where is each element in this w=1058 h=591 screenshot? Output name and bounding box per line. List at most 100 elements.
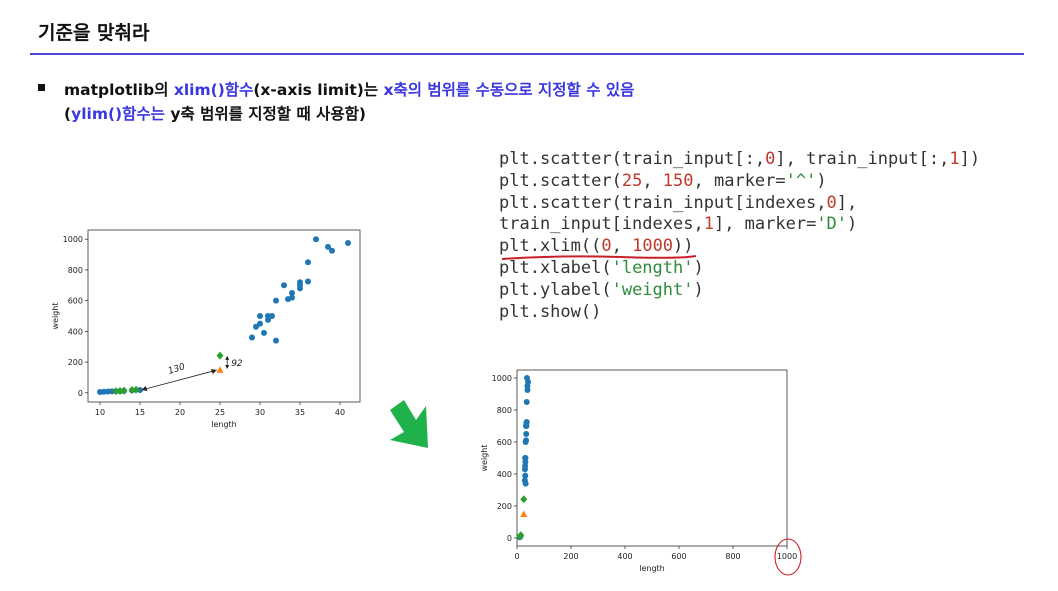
code-token: 0 bbox=[601, 236, 612, 257]
code-token: )) bbox=[673, 236, 694, 257]
y-tick-label: 600 bbox=[497, 438, 512, 447]
x-tick-label: 200 bbox=[563, 552, 578, 561]
data-point-diamond bbox=[128, 386, 136, 395]
code-line-6: plt.xlabel('length') bbox=[499, 258, 704, 278]
data-point-circle bbox=[325, 243, 331, 250]
y-tick-label: 200 bbox=[68, 358, 83, 367]
code-token: , bbox=[611, 236, 633, 257]
data-point-circle bbox=[273, 297, 279, 304]
data-point-circle bbox=[313, 236, 319, 243]
data-point-circle bbox=[522, 455, 529, 461]
x-tick-label: 25 bbox=[215, 408, 225, 417]
x-tick-label: 800 bbox=[725, 552, 740, 561]
code-token: , marker= bbox=[693, 170, 786, 191]
data-point-circle bbox=[523, 399, 530, 405]
line1-range-highlight: x축의 범위를 수동으로 지정할 수 있음 bbox=[383, 81, 635, 99]
code-token: 1 bbox=[703, 214, 714, 235]
x-axis-label: length bbox=[639, 564, 665, 573]
data-point-circle bbox=[525, 379, 532, 385]
code-line-7: plt.ylabel('weight') bbox=[499, 280, 704, 300]
code-token: 'length' bbox=[611, 257, 694, 278]
code-token: ) bbox=[693, 279, 704, 300]
data-point-circle bbox=[523, 419, 530, 425]
y-tick-label: 0 bbox=[78, 389, 83, 398]
data-point-diamond bbox=[216, 351, 224, 360]
x-tick-label: 35 bbox=[295, 408, 305, 417]
x-axis-label: length bbox=[211, 420, 237, 429]
x-tick-label: 10 bbox=[95, 408, 105, 417]
data-point-circle bbox=[137, 387, 143, 394]
line2-part1: ( bbox=[64, 105, 72, 123]
data-point-circle bbox=[257, 313, 263, 319]
y-tick-label: 800 bbox=[68, 266, 83, 275]
code-token: 25 bbox=[621, 170, 643, 191]
data-point-circle bbox=[297, 285, 303, 292]
data-point-circle bbox=[289, 289, 295, 296]
code-line-5: plt.xlim((0, 1000)) bbox=[499, 236, 694, 256]
data-point-diamond bbox=[112, 387, 120, 396]
data-point-circle bbox=[281, 282, 287, 289]
code-token: plt.scatter(train_input[indexes, bbox=[499, 192, 827, 213]
code-token: ], bbox=[836, 192, 858, 213]
y-tick-label: 1000 bbox=[492, 374, 512, 383]
x-tick-label: 30 bbox=[255, 408, 265, 417]
code-token: ) bbox=[847, 214, 858, 235]
scatter-chart-after-xlim: 0 200 400 600 800 1000 0 200 400 600 800 1000 length… bbox=[480, 369, 802, 576]
data-point-circle bbox=[305, 278, 311, 285]
code-block: plt.scatter(train_input[:,0], train_inpu… bbox=[499, 149, 980, 323]
code-token: , bbox=[642, 170, 663, 191]
slide-title: 기준을 맞춰라 bbox=[38, 22, 150, 44]
x-tick-label: 40 bbox=[335, 408, 345, 417]
x-tick-label: 1000 bbox=[777, 552, 797, 561]
code-token: 1 bbox=[949, 149, 960, 169]
line1-part1: matplotlib의 bbox=[64, 81, 174, 99]
data-point-diamond bbox=[132, 385, 140, 394]
arrowhead-icon bbox=[141, 386, 148, 392]
code-token: plt.scatter( bbox=[499, 170, 622, 191]
line1-part3: (x-axis limit)는 bbox=[253, 81, 384, 99]
data-point-circle bbox=[261, 329, 267, 336]
transition-arrow-icon bbox=[390, 400, 428, 448]
code-line-1: plt.scatter(train_input[:,0], train_inpu… bbox=[499, 149, 980, 169]
code-line-3: plt.scatter(train_input[indexes,0], bbox=[499, 193, 857, 213]
data-point-diamond bbox=[120, 386, 128, 395]
arrowhead-icon bbox=[225, 364, 230, 369]
code-token: ) bbox=[693, 257, 704, 278]
data-point-circle bbox=[305, 259, 311, 266]
code-token: 0 bbox=[826, 192, 837, 213]
code-token: 0 bbox=[765, 149, 776, 169]
code-token: ], marker= bbox=[713, 214, 817, 235]
y-tick-label: 800 bbox=[497, 406, 512, 415]
code-token: train_input[indexes, bbox=[499, 214, 704, 235]
data-point-circle bbox=[523, 437, 530, 444]
code-token: 'D' bbox=[816, 214, 848, 235]
highlight-circle-annotation bbox=[774, 538, 802, 576]
description-line-2: (ylim()함수는 y축 범위를 지정할 때 사용함) bbox=[64, 102, 366, 124]
line2-part3: y축 범위를 지정할 때 사용함) bbox=[164, 105, 366, 123]
data-point-triangle bbox=[520, 510, 528, 517]
data-point-diamond bbox=[116, 386, 124, 395]
code-token: '^' bbox=[785, 170, 817, 191]
arrowhead-icon bbox=[210, 369, 217, 375]
code-token: 1000 bbox=[632, 236, 674, 257]
data-point-circle bbox=[249, 334, 255, 341]
y-tick-label: 200 bbox=[497, 502, 512, 511]
code-token: plt.xlim(( bbox=[499, 236, 602, 257]
y-tick-label: 400 bbox=[68, 327, 83, 336]
code-line-8: plt.show() bbox=[499, 301, 602, 322]
code-line-4: train_input[indexes,1], marker='D') bbox=[499, 214, 857, 234]
y-tick-label: 0 bbox=[507, 534, 512, 543]
x-tick-label: 600 bbox=[671, 552, 686, 561]
xlim-underline-annotation bbox=[501, 255, 697, 260]
title-divider bbox=[30, 53, 1024, 55]
data-point-triangle bbox=[216, 366, 224, 373]
x-tick-label: 20 bbox=[175, 408, 185, 417]
bullet-marker bbox=[38, 84, 45, 91]
code-token: plt.xlabel( bbox=[499, 257, 612, 278]
distance-line-horizontal bbox=[141, 369, 217, 391]
plot-area bbox=[87, 229, 361, 403]
scatter-chart-before: 10 15 20 25 30 35 4002004006008001000lengthwei… bbox=[51, 229, 361, 429]
code-token: ], train_input[:, bbox=[775, 149, 950, 169]
plot-area bbox=[516, 369, 788, 547]
code-token: plt.ylabel( bbox=[499, 279, 612, 300]
